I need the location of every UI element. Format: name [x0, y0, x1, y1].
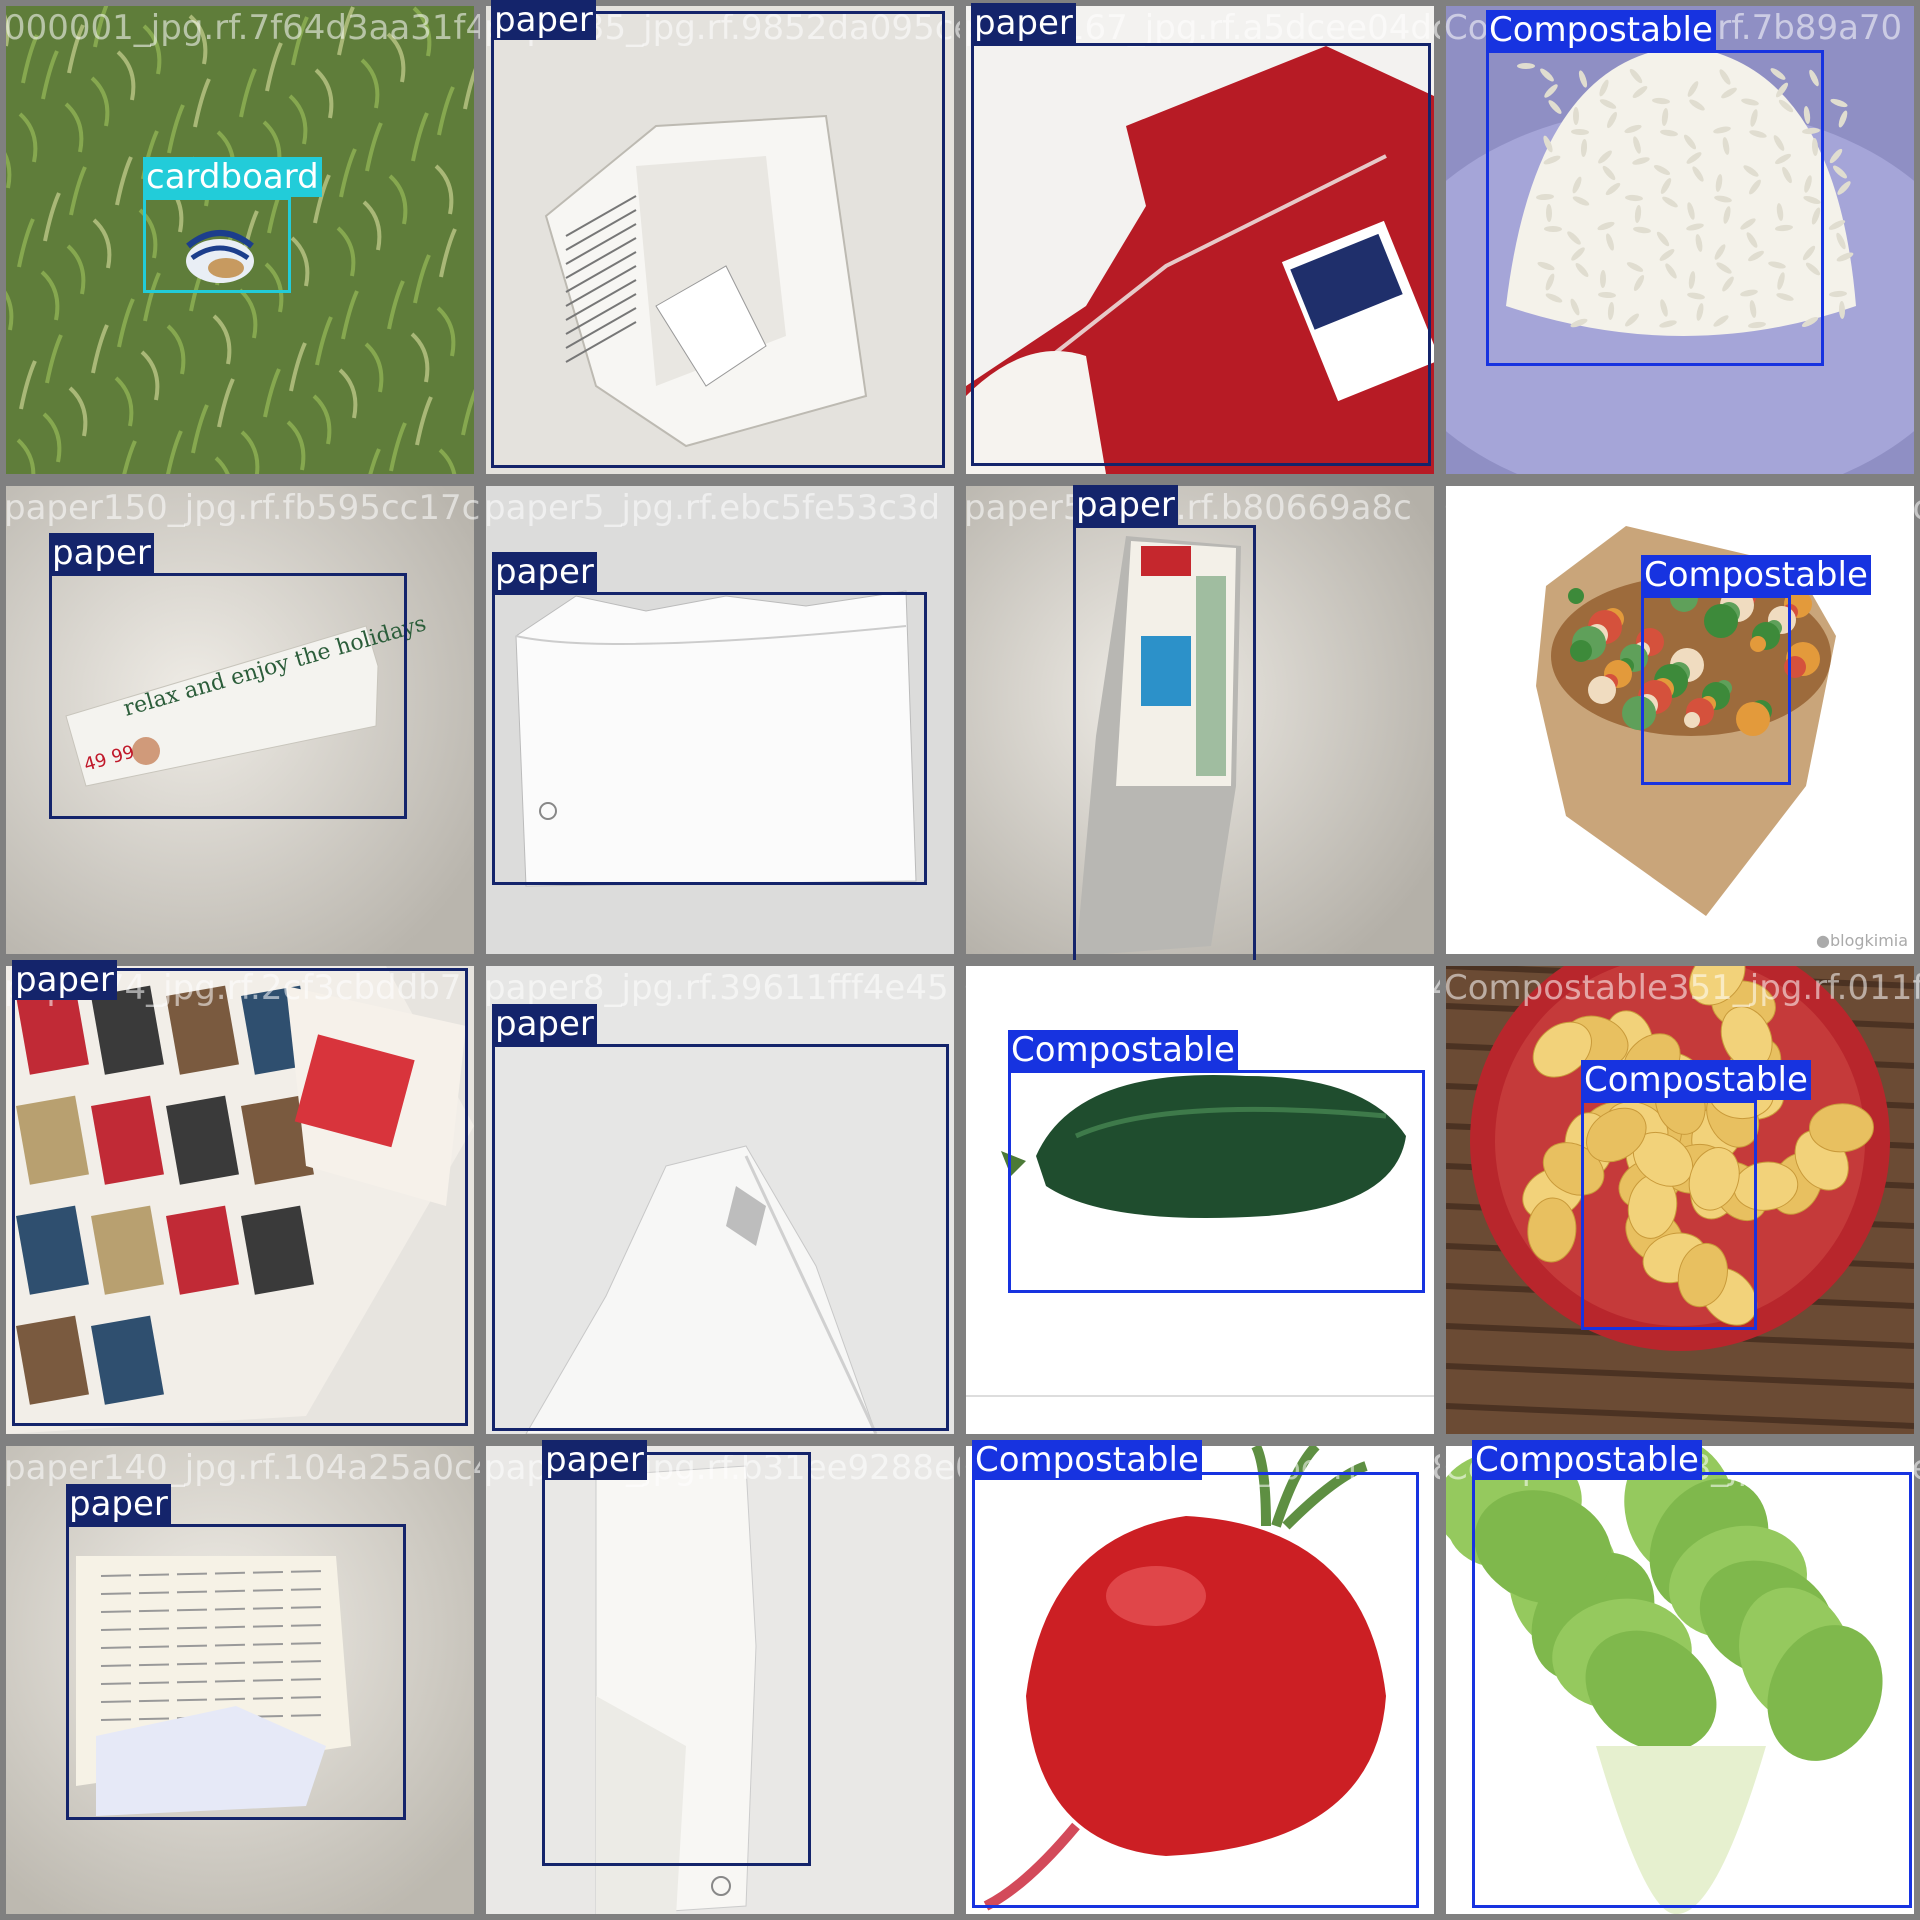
class-label: paper — [12, 960, 117, 1000]
image-filename: paper5_jpg.rf.ebc5fe53c3d — [484, 488, 941, 528]
class-label: Compostable — [1472, 1440, 1702, 1480]
bounding-box — [66, 1524, 406, 1820]
grid-tile: Compostable_8.rf.7b89a70Compostable — [1440, 0, 1920, 480]
photo-lettuce — [1446, 1446, 1914, 1914]
class-label: Compostable — [1641, 555, 1871, 595]
bounding-box — [12, 968, 468, 1426]
bounding-box — [1008, 1070, 1425, 1293]
class-label: paper — [491, 0, 596, 40]
bounding-box — [492, 592, 927, 885]
bounding-box — [1472, 1472, 1912, 1908]
bounding-box — [143, 197, 291, 293]
photo-rice — [1446, 6, 1914, 474]
image-filename: paper140_jpg.rf.104a25a0c4 — [4, 1448, 480, 1488]
bounding-box — [492, 1044, 949, 1431]
photo-magazine — [6, 966, 474, 1434]
class-label: Compostable — [1581, 1060, 1811, 1100]
class-label: paper — [492, 1004, 597, 1044]
bounding-box — [491, 11, 945, 468]
class-label: paper — [1073, 485, 1178, 525]
image-filename: paper8_jpg.rf.39611fff4e45 — [484, 968, 949, 1008]
grid-tile: ●blogkimia Compostable324_jpg.rf.528cd15f… — [1440, 480, 1920, 960]
class-label: paper — [66, 1484, 171, 1524]
image-filename: 000001_jpg.rf.7f64d3aa31f4 — [4, 8, 480, 48]
grid-tile: paper74_jpg.rf.2cf3cbddb7 paper — [0, 960, 480, 1440]
class-label: paper — [971, 3, 1076, 43]
image-filename: Compostable324_jpg.rf.528cd15ff — [1444, 488, 1920, 528]
class-label: cardboard — [143, 157, 322, 197]
grid-tile: Compostable3828_jpg.rf.6e43c11 Compostabl… — [960, 960, 1440, 1440]
image-filename: paper59_jpg.rf.b80669a8c — [964, 488, 1412, 528]
class-label: Compostable — [1008, 1030, 1238, 1070]
grid-tile: paper35_jpg.rf.9852da095ce paper — [480, 0, 960, 480]
photo-white-envelope — [486, 486, 954, 954]
bounding-box — [971, 43, 1431, 466]
grid-tile: Compostable68_jpg.rf.1da6e77Compostable — [1440, 1440, 1920, 1920]
image-filename: paper150_jpg.rf.fb595cc17c — [4, 488, 480, 528]
class-label: paper — [492, 552, 597, 592]
image-filename: Compostable3828_jpg.rf.6e43c11 — [964, 968, 1440, 1008]
svg-text:●blogkimia: ●blogkimia — [1816, 931, 1908, 950]
grid-tile: 000001_jpg.rf.7f64d3aa31f4 cardboard — [0, 0, 480, 480]
grid-tile: Compostable412_jpg.rf.7a885c0eCompostabl… — [960, 1440, 1440, 1920]
bounding-box — [1073, 525, 1256, 960]
bounding-box — [1581, 1100, 1757, 1330]
grid-tile: paper167_jpg.rf.a5dcee04dcc paper — [960, 0, 1440, 480]
bounding-box — [972, 1472, 1419, 1908]
photo-red-envelope — [966, 6, 1434, 474]
class-label: Compostable — [1486, 10, 1716, 50]
class-label: Compostable — [972, 1440, 1202, 1480]
bounding-box — [542, 1452, 811, 1866]
bounding-box — [1486, 50, 1824, 366]
photo-radish — [966, 1446, 1434, 1914]
bounding-box — [49, 573, 407, 819]
class-label: paper — [542, 1440, 647, 1480]
photo-crumpled-paper — [486, 6, 954, 474]
grid-tile: paper8_jpg.rf.39611fff4e45 paper — [480, 960, 960, 1440]
grid-tile: paper59_jpg.rf.b80669a8c paper — [960, 480, 1440, 960]
grid-tile: paper140_jpg.rf.104a25a0c4 paper — [0, 1440, 480, 1920]
grid-tile: paper95_jpg.rf.b31ee9288e0 paper — [480, 1440, 960, 1920]
photo-wrapper — [966, 486, 1434, 954]
grid-tile: relax and enjoy the holidays 49 99 paper15… — [0, 480, 480, 960]
image-filename: Compostable351_jpg.rf.011f100d74 — [1444, 968, 1920, 1008]
bounding-box — [1641, 595, 1791, 785]
class-label: paper — [49, 533, 154, 573]
photo-grass-cup — [6, 6, 474, 474]
photo-chips — [1446, 966, 1914, 1434]
grid-tile: Compostable351_jpg.rf.011f100d74 Composta… — [1440, 960, 1920, 1440]
photo-folded-envelope — [486, 1446, 954, 1914]
